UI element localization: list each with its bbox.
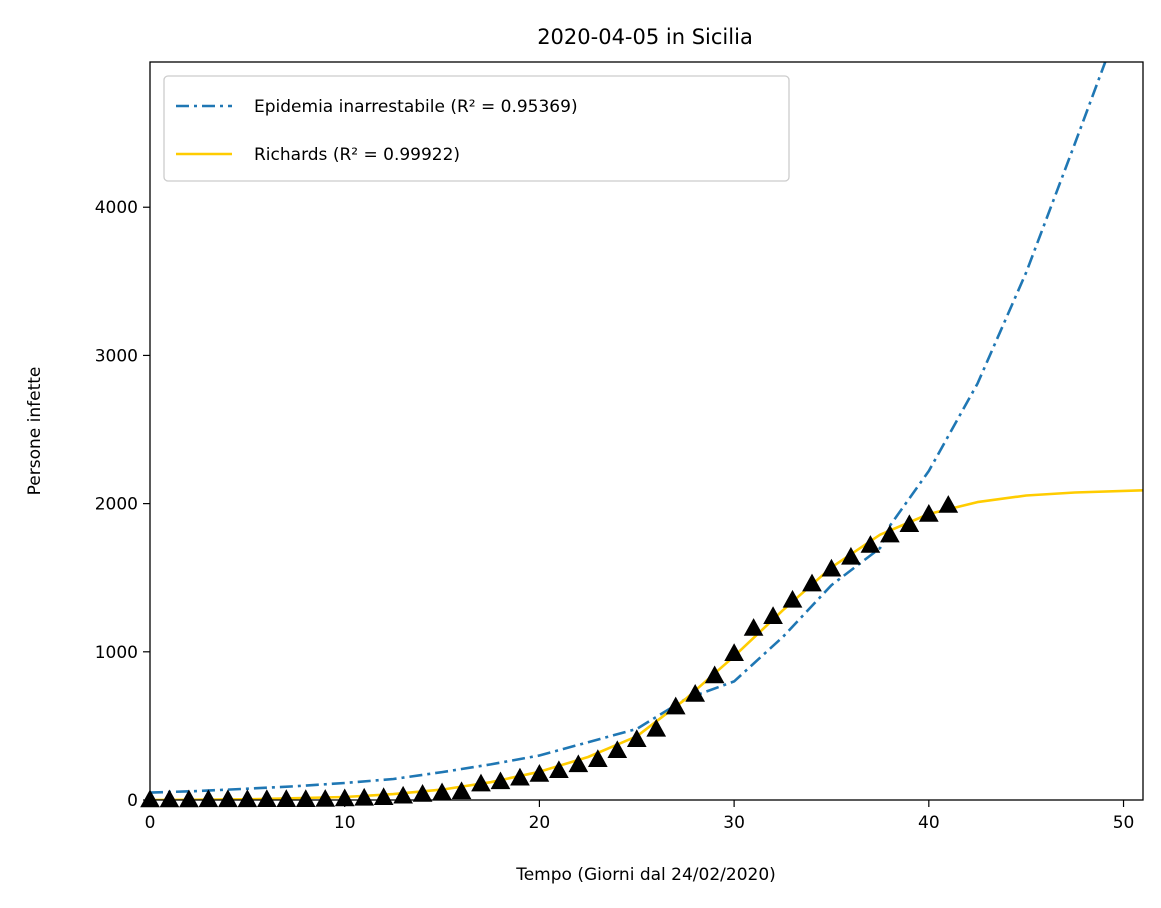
data-point-marker xyxy=(704,665,725,684)
data-point-marker xyxy=(549,760,569,779)
data-point-marker xyxy=(607,740,628,759)
legend-entry-exponential: Epidemia inarrestabile (R² = 0.95369) xyxy=(254,97,578,117)
data-point-marker xyxy=(724,643,744,661)
y-tick-label: 1000 xyxy=(95,643,138,663)
y-tick-label: 2000 xyxy=(95,495,138,515)
data-point-marker xyxy=(626,729,647,747)
y-tick-label: 4000 xyxy=(95,198,138,218)
x-tick-label: 50 xyxy=(1113,813,1135,833)
data-point-marker xyxy=(880,524,900,543)
data-point-marker xyxy=(802,573,822,592)
series-line-richards xyxy=(150,489,1143,800)
legend-entry-richards: Richards (R² = 0.99922) xyxy=(254,145,460,165)
data-point-marker xyxy=(179,789,199,808)
data-point-marker xyxy=(587,749,608,767)
x-tick-label: 0 xyxy=(145,813,156,833)
data-point-marker xyxy=(821,558,842,577)
y-axis-ticks: 0 1000 2000 3000 4000 xyxy=(95,198,150,811)
data-point-marker xyxy=(529,764,550,782)
data-point-marker xyxy=(899,514,920,533)
data-point-marker xyxy=(159,789,180,808)
data-point-marker xyxy=(276,789,297,807)
y-tick-label: 3000 xyxy=(95,346,138,366)
data-point-marker xyxy=(315,789,336,807)
data-point-marker xyxy=(841,546,861,565)
data-point-marker xyxy=(471,773,491,792)
x-tick-label: 40 xyxy=(918,813,940,833)
x-tick-label: 10 xyxy=(334,813,356,833)
data-point-marker xyxy=(665,696,686,715)
data-point-marker xyxy=(743,618,764,636)
x-tick-label: 20 xyxy=(529,813,551,833)
data-point-marker xyxy=(354,787,375,806)
data-point-marker xyxy=(295,789,316,807)
data-point-marker xyxy=(237,789,258,808)
data-point-marker xyxy=(938,495,959,513)
data-point-marker xyxy=(568,754,589,773)
chart-title: 2020-04-05 in Sicilia xyxy=(537,25,753,49)
y-tick-label: 0 xyxy=(127,791,138,811)
data-point-marker xyxy=(451,781,472,800)
series-layer xyxy=(150,62,1143,800)
data-point-marker xyxy=(490,771,511,790)
legend: Epidemia inarrestabile (R² = 0.95369) Ri… xyxy=(163,75,790,182)
data-point-marker xyxy=(782,589,803,608)
data-point-marker xyxy=(860,535,881,553)
x-axis-label: Tempo (Giorni dal 24/02/2020) xyxy=(515,865,776,885)
data-point-marker xyxy=(918,503,939,522)
data-point-marker xyxy=(646,718,667,737)
data-point-marker xyxy=(218,789,238,808)
legend-box xyxy=(163,75,790,182)
y-axis-label: Persone infette xyxy=(25,367,45,496)
data-point-marker xyxy=(432,782,452,801)
data-point-marker xyxy=(373,787,394,806)
marker-layer xyxy=(140,495,959,808)
plot-frame xyxy=(149,61,1144,801)
data-point-marker xyxy=(412,784,433,802)
data-point-marker xyxy=(198,789,219,808)
data-point-marker xyxy=(685,684,706,702)
data-point-marker xyxy=(510,767,530,786)
data-point-marker xyxy=(763,606,783,624)
x-axis-ticks: 0 10 20 30 40 50 xyxy=(145,800,1135,833)
x-tick-label: 30 xyxy=(723,813,745,833)
data-point-marker xyxy=(256,789,277,807)
data-point-marker xyxy=(393,785,413,804)
